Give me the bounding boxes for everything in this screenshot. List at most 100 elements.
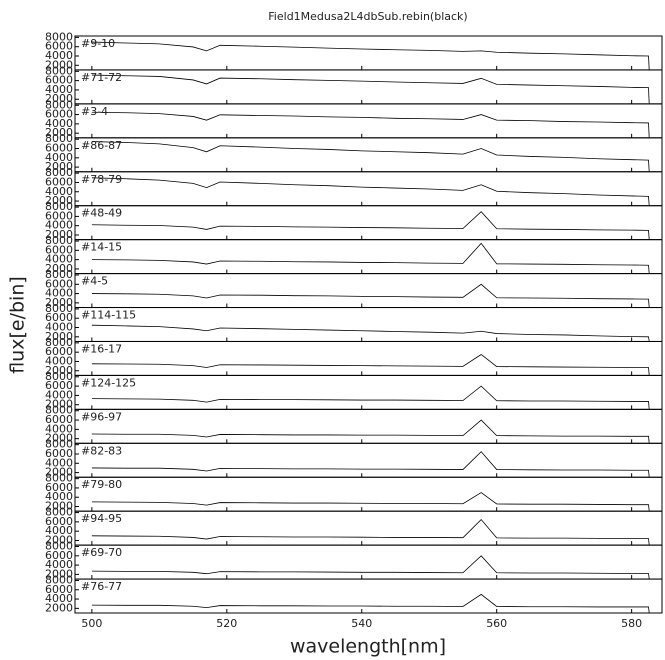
- y-tick-label: 2000: [45, 432, 73, 445]
- y-tick-label: 2000: [45, 160, 73, 173]
- y-tick-label: 2000: [45, 228, 73, 241]
- spectrum-line: [91, 283, 650, 308]
- panel-label: #48-49: [81, 207, 122, 220]
- y-tick-label: 2000: [45, 567, 73, 580]
- panel-label: #79-80: [81, 478, 122, 491]
- y-tick-label: 6000: [45, 277, 73, 290]
- y-tick-label: 4000: [45, 321, 73, 334]
- x-tick-label: 500: [81, 617, 102, 630]
- y-tick-label: 2000: [45, 330, 73, 343]
- y-tick-label: 8000: [45, 64, 73, 77]
- y-tick-label: 8000: [45, 200, 73, 213]
- y-tick-label: 4000: [45, 287, 73, 300]
- y-tick-label: 8000: [45, 438, 73, 451]
- y-tick-label: 2000: [45, 262, 73, 275]
- y-tick-label: 2000: [45, 533, 73, 546]
- panel-label: #71-72: [81, 71, 122, 84]
- spectrum-line: [91, 74, 650, 104]
- spectrum-line: [91, 492, 650, 511]
- panel-label: #124-125: [81, 376, 136, 389]
- y-tick-label: 4000: [45, 253, 73, 266]
- y-tick-label: 2000: [45, 92, 73, 105]
- y-tick-label: 2000: [45, 601, 73, 614]
- spectrum-line: [91, 111, 650, 138]
- panel-frame: [74, 578, 663, 614]
- spectrum-line: [91, 177, 650, 206]
- y-tick-label: 8000: [45, 472, 73, 485]
- y-tick-label: 6000: [45, 243, 73, 256]
- spectrum-line: [91, 518, 650, 545]
- spectrum-line: [91, 451, 650, 477]
- spectrum-line: [91, 385, 650, 409]
- y-tick-label: 6000: [45, 74, 73, 87]
- x-tick-label: 520: [216, 617, 237, 630]
- x-tick-label: 560: [486, 617, 507, 630]
- spectrum-line: [91, 555, 650, 579]
- panel-label: #78-79: [81, 173, 122, 186]
- y-tick-label: 6000: [45, 175, 73, 188]
- y-tick-label: 4000: [45, 524, 73, 537]
- y-tick-label: 2000: [45, 364, 73, 377]
- y-tick-label: 4000: [45, 83, 73, 96]
- y-tick-label: 2000: [45, 194, 73, 207]
- y-tick-label: 6000: [45, 209, 73, 222]
- chart-title: Field1Medusa2L4dbSub.rebin(black): [268, 10, 467, 23]
- panel-label: #3-4: [81, 105, 108, 118]
- spectrum-line: [91, 141, 650, 172]
- y-tick-label: 4000: [45, 422, 73, 435]
- y-tick-label: 2000: [45, 296, 73, 309]
- y-tick-label: 6000: [45, 447, 73, 460]
- panel-label: #114-115: [81, 309, 136, 322]
- x-tick-label: 580: [621, 617, 642, 630]
- x-axis-label: wavelength[nm]: [290, 636, 446, 658]
- y-tick-label: 4000: [45, 151, 73, 164]
- y-tick-label: 6000: [45, 40, 73, 53]
- y-tick-label: 6000: [45, 515, 73, 528]
- spectrum-line: [91, 41, 650, 70]
- y-tick-label: 4000: [45, 388, 73, 401]
- y-tick-label: 8000: [45, 540, 73, 553]
- y-tick-label: 2000: [45, 58, 73, 71]
- y-tick-label: 6000: [45, 311, 73, 324]
- y-tick-label: 6000: [45, 108, 73, 121]
- spectrum-line: [91, 353, 650, 375]
- panel-label: #4-5: [81, 275, 108, 288]
- y-tick-label: 6000: [45, 583, 73, 596]
- panel-label: #86-87: [81, 139, 122, 152]
- y-tick-label: 2000: [45, 126, 73, 139]
- spectrum-line: [91, 242, 650, 274]
- y-tick-label: 4000: [45, 219, 73, 232]
- y-tick-label: 8000: [45, 404, 73, 417]
- y-tick-label: 4000: [45, 490, 73, 503]
- panel-label: #14-15: [81, 241, 122, 254]
- y-tick-label: 4000: [45, 592, 73, 605]
- x-tick-label: 540: [351, 617, 372, 630]
- y-tick-label: 4000: [45, 117, 73, 130]
- y-tick-label: 2000: [45, 500, 73, 513]
- spectrum-line: [91, 419, 650, 443]
- y-tick-label: 6000: [45, 413, 73, 426]
- y-tick-label: 8000: [45, 268, 73, 281]
- y-tick-label: 2000: [45, 466, 73, 479]
- y-tick-label: 8000: [45, 336, 73, 349]
- panel-label: #69-70: [81, 546, 122, 559]
- y-axis-label: flux[e/bin]: [7, 276, 29, 374]
- spectrum-line: [91, 324, 650, 342]
- y-tick-label: 6000: [45, 549, 73, 562]
- y-tick-label: 6000: [45, 379, 73, 392]
- panel-label: #96-97: [81, 410, 122, 423]
- y-tick-label: 6000: [45, 481, 73, 494]
- y-tick-label: 8000: [45, 132, 73, 145]
- y-tick-label: 8000: [45, 234, 73, 247]
- y-tick-label: 8000: [45, 370, 73, 383]
- y-tick-label: 2000: [45, 398, 73, 411]
- panel-label: #76-77: [81, 580, 122, 593]
- y-tick-label: 4000: [45, 185, 73, 198]
- y-tick-label: 8000: [45, 98, 73, 111]
- panel-label: #82-83: [81, 444, 122, 457]
- y-tick-label: 4000: [45, 49, 73, 62]
- y-tick-label: 6000: [45, 142, 73, 155]
- y-tick-label: 4000: [45, 456, 73, 469]
